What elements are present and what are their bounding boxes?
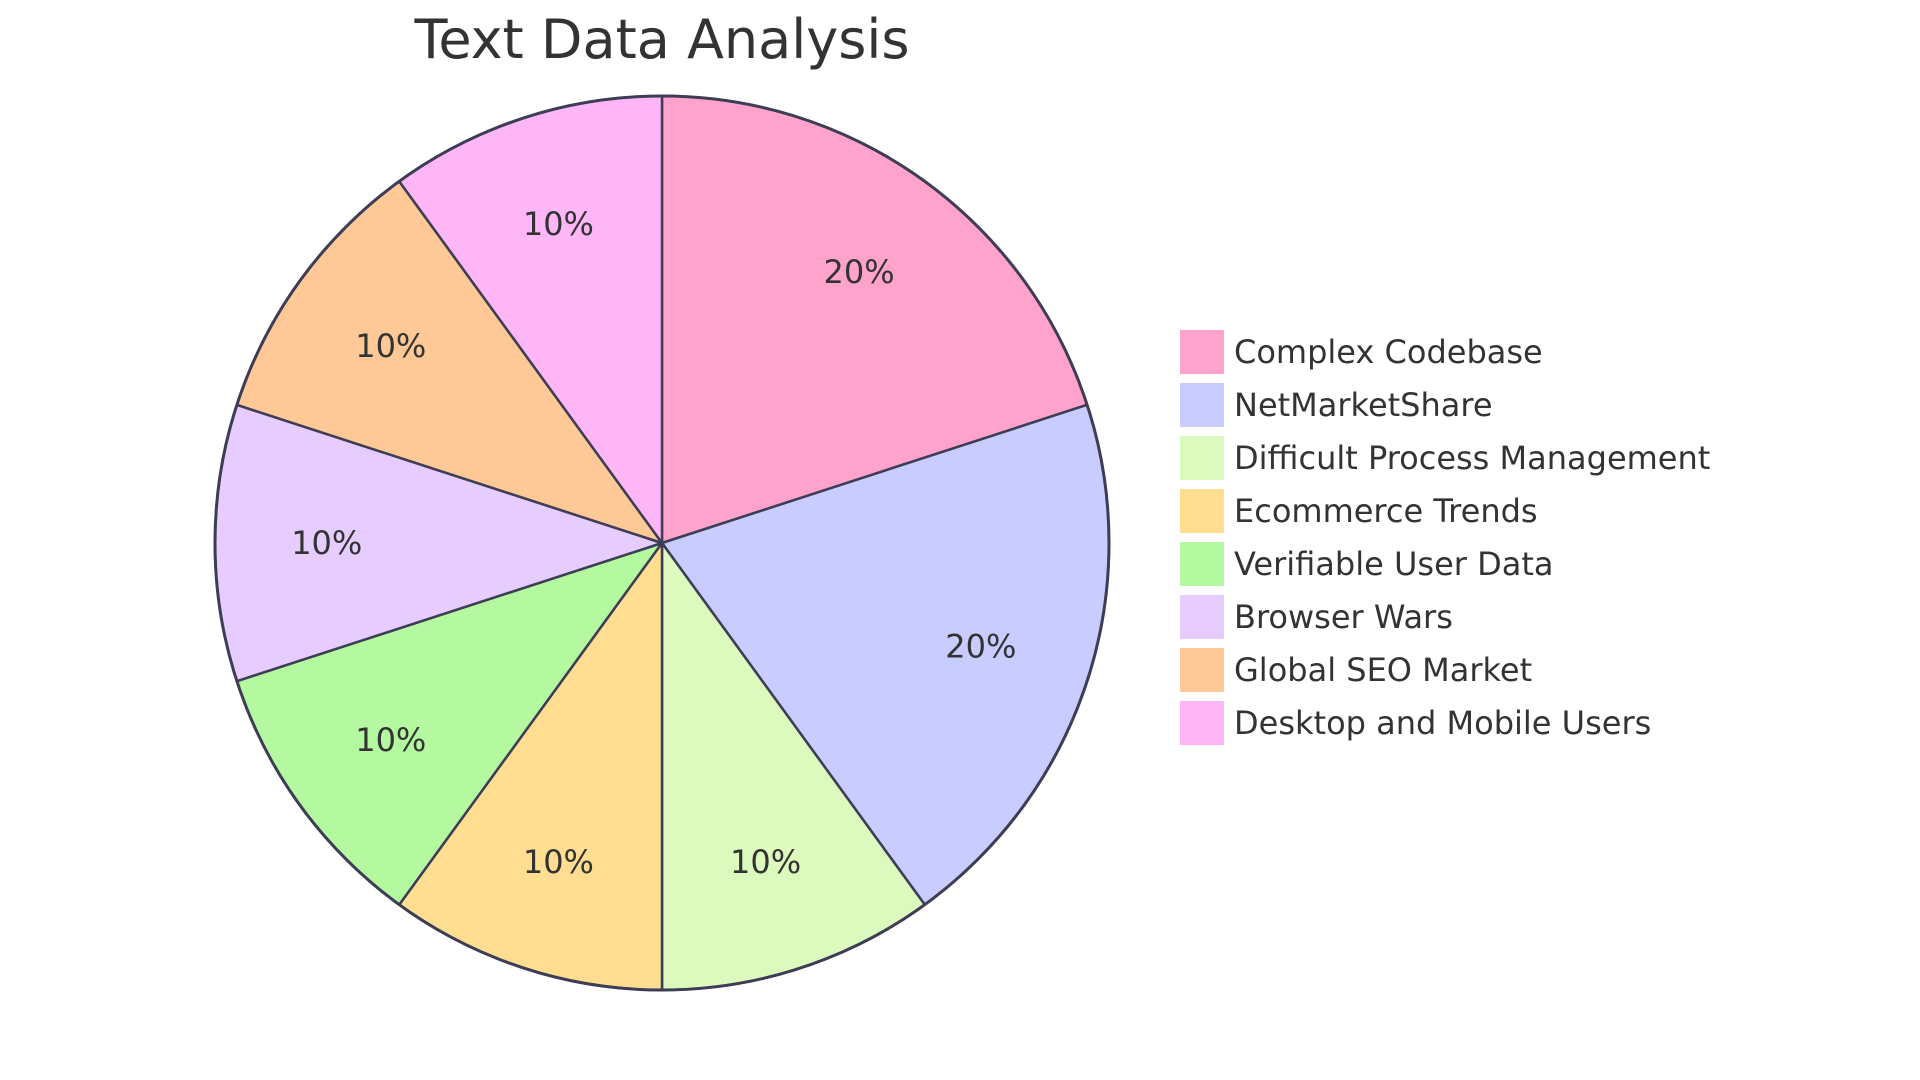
pie-slices [213,94,1111,992]
slice-percent-label: 10% [523,843,594,881]
legend-swatch [1180,330,1224,374]
legend-label: Desktop and Mobile Users [1234,704,1651,742]
legend-item: Difficult Process Management [1180,436,1710,480]
legend-label: Global SEO Market [1234,651,1532,689]
slice-percent-label: 10% [291,524,362,562]
slice-percent-label: 20% [823,253,894,291]
pie-labels: 20% 20% 10% 10% 10% 10% 10% 10% [291,205,1016,881]
legend-item: Complex Codebase [1180,330,1543,374]
slice-percent-label: 10% [355,327,426,365]
legend-label: Verifiable User Data [1234,545,1553,583]
legend: Complex Codebase NetMarketShare Difficult … [1180,330,1710,745]
legend-item: Browser Wars [1180,595,1453,639]
slice-percent-label: 10% [730,843,801,881]
legend-item: NetMarketShare [1180,383,1493,427]
slice-percent-label: 20% [945,628,1016,666]
slice-percent-label: 10% [523,205,594,243]
legend-item: Global SEO Market [1180,648,1532,692]
legend-item: Desktop and Mobile Users [1180,701,1651,745]
legend-label: Complex Codebase [1234,333,1543,371]
legend-swatch [1180,648,1224,692]
legend-swatch [1180,542,1224,586]
legend-swatch [1180,595,1224,639]
legend-label: Browser Wars [1234,598,1453,636]
pie-outline [213,94,1111,992]
legend-item: Ecommerce Trends [1180,489,1538,533]
legend-label: Difficult Process Management [1234,439,1710,477]
legend-swatch [1180,436,1224,480]
slice-percent-label: 10% [355,721,426,759]
legend-swatch [1180,701,1224,745]
chart-title: Text Data Analysis [414,8,910,71]
legend-label: NetMarketShare [1234,386,1493,424]
legend-label: Ecommerce Trends [1234,492,1538,530]
legend-swatch [1180,489,1224,533]
legend-item: Verifiable User Data [1180,542,1553,586]
legend-swatch [1180,383,1224,427]
